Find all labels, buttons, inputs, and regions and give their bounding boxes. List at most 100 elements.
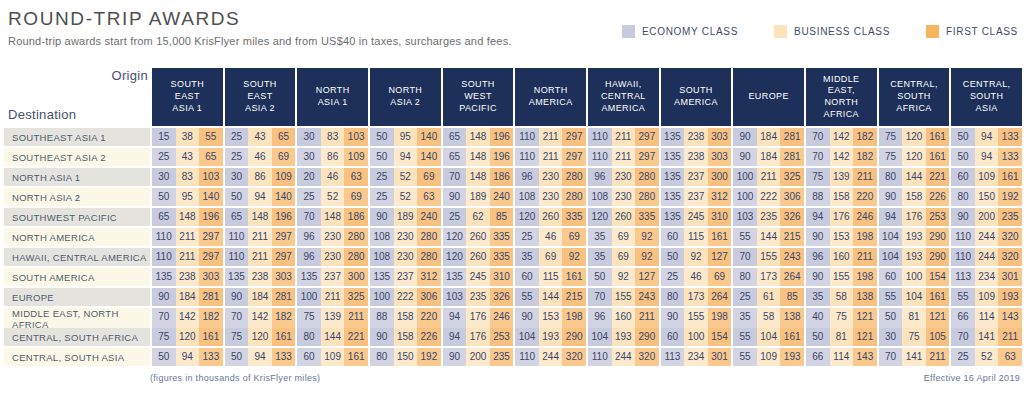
award-cell-first: 264 xyxy=(708,288,732,306)
origin-header-cell: SOUTH AMERICA xyxy=(661,68,732,126)
origin-group-cells: 70142182 xyxy=(806,148,877,166)
award-cell-economy: 100 xyxy=(370,288,394,306)
award-cell-economy: 110 xyxy=(515,348,539,366)
origin-group-cells: 70142182 xyxy=(806,128,877,146)
award-cell-first: 301 xyxy=(998,268,1022,286)
award-cell-first: 198 xyxy=(853,228,877,246)
table-row: SOUTH AMERICA135238303135238303135237300… xyxy=(4,268,1022,286)
award-cell-economy: 100 xyxy=(733,168,757,186)
award-cell-economy: 80 xyxy=(951,188,975,206)
award-cell-business: 46 xyxy=(248,148,272,166)
award-cell-business: 144 xyxy=(902,168,926,186)
award-cell-business: 83 xyxy=(321,128,345,146)
award-cell-economy: 70 xyxy=(225,308,249,330)
award-cell-business: 46 xyxy=(321,168,345,186)
origin-group-cells: 5094133 xyxy=(951,128,1022,146)
award-cell-first: 211 xyxy=(344,308,368,330)
award-cell-first: 69 xyxy=(272,148,296,166)
origin-header-cell: MIDDLE EAST, NORTH AFRICA xyxy=(806,68,877,126)
origin-group-cells: 108230280 xyxy=(588,188,659,206)
award-cell-business: 230 xyxy=(612,188,636,206)
origin-group-cells: 90184281 xyxy=(733,148,804,166)
table-row: NORTH ASIA 25095140509414025526925526390… xyxy=(4,188,1022,206)
award-cell-economy: 55 xyxy=(951,288,975,306)
award-cell-economy: 66 xyxy=(806,348,830,366)
award-cell-business: 244 xyxy=(975,228,999,246)
award-cell-first: 182 xyxy=(272,308,296,330)
award-cell-business: 237 xyxy=(684,188,708,206)
award-cell-first: 320 xyxy=(562,348,586,366)
award-cell-first: 301 xyxy=(708,348,732,366)
legend-item: BUSINESS CLASS xyxy=(774,25,890,38)
origin-group-cells: 70155243 xyxy=(733,248,804,266)
origin-group-cells: 110211297 xyxy=(152,248,223,266)
award-cell-first: 297 xyxy=(199,228,223,246)
origin-group-cells: 60100154 xyxy=(879,268,950,286)
award-cell-first: 246 xyxy=(490,308,514,330)
award-cell-business: 142 xyxy=(176,308,200,330)
award-cell-first: 221 xyxy=(926,168,950,186)
destination-label-cell: NORTH ASIA 2 xyxy=(4,188,150,206)
award-cell-economy: 90 xyxy=(806,228,830,246)
award-cell-business: 211 xyxy=(321,288,345,306)
award-cell-business: 75 xyxy=(902,328,926,346)
origin-group-cells: 104193290 xyxy=(515,328,586,346)
award-cell-economy: 50 xyxy=(370,148,394,166)
award-cell-first: 246 xyxy=(853,208,877,226)
award-cell-first: 303 xyxy=(708,128,732,146)
award-cell-business: 211 xyxy=(539,128,563,146)
award-cell-business: 115 xyxy=(684,228,708,246)
award-cell-first: 103 xyxy=(199,168,223,186)
award-cell-business: 109 xyxy=(321,348,345,366)
origin-group-cells: 153855 xyxy=(152,128,223,146)
origin-group-cells: 70148186 xyxy=(297,208,368,226)
award-cell-economy: 70 xyxy=(951,328,975,346)
award-cell-first: 280 xyxy=(562,168,586,186)
origin-group-cells: 55104161 xyxy=(733,328,804,346)
origin-group-cells: 60109161 xyxy=(951,168,1022,186)
legend-item: FIRST CLASS xyxy=(926,25,1018,38)
award-cell-economy: 65 xyxy=(443,128,467,146)
origin-group-cells: 108230280 xyxy=(515,188,586,206)
award-cell-business: 211 xyxy=(757,168,781,186)
award-cell-economy: 50 xyxy=(588,268,612,286)
award-cell-economy: 135 xyxy=(297,268,321,286)
award-cell-first: 138 xyxy=(780,308,804,330)
award-cell-economy: 120 xyxy=(588,208,612,226)
award-cell-business: 69 xyxy=(539,248,563,266)
award-cell-first: 69 xyxy=(344,188,368,206)
award-cell-economy: 60 xyxy=(661,328,685,346)
award-cell-first: 326 xyxy=(780,208,804,226)
award-cell-business: 234 xyxy=(975,268,999,286)
award-cell-economy: 55 xyxy=(733,228,757,246)
award-cell-economy: 135 xyxy=(661,128,685,146)
award-cell-business: 142 xyxy=(830,128,854,146)
award-cell-economy: 108 xyxy=(370,228,394,246)
origin-group-cells: 96230280 xyxy=(297,228,368,246)
award-cell-first: 85 xyxy=(780,288,804,306)
origin-group-cells: 110211297 xyxy=(225,248,296,266)
award-cell-business: 94 xyxy=(975,128,999,146)
award-cell-business: 144 xyxy=(321,328,345,346)
award-cell-business: 69 xyxy=(612,248,636,266)
award-cell-business: 86 xyxy=(321,148,345,166)
award-cell-business: 94 xyxy=(248,188,272,206)
origin-group-cells: 120260335 xyxy=(515,208,586,226)
origin-group-cells: 55109193 xyxy=(733,348,804,366)
origin-group-cells: 135237300 xyxy=(297,268,368,286)
award-cell-business: 260 xyxy=(612,208,636,226)
origin-header-cell: EUROPE xyxy=(733,68,804,126)
award-cell-first: 103 xyxy=(344,128,368,146)
origin-group-cells: 70142182 xyxy=(152,308,223,330)
award-cell-economy: 30 xyxy=(225,168,249,186)
award-cell-business: 120 xyxy=(902,148,926,166)
award-cell-first: 211 xyxy=(635,308,659,330)
award-cell-economy: 60 xyxy=(951,168,975,186)
award-cell-first: 303 xyxy=(199,268,223,286)
award-cell-first: 211 xyxy=(926,348,950,366)
table-row: NORTH ASIA 13083103308610920466325526970… xyxy=(4,168,1022,186)
award-cell-business: 173 xyxy=(757,268,781,286)
award-cell-economy: 55 xyxy=(879,288,903,306)
award-cell-first: 133 xyxy=(998,128,1022,146)
award-cell-first: 193 xyxy=(998,288,1022,306)
